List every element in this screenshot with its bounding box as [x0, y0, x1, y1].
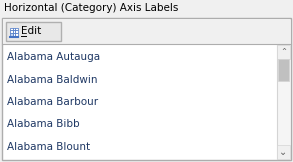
Bar: [15, 30, 18, 33]
Text: Edit: Edit: [21, 27, 41, 36]
Bar: [10, 28, 13, 30]
Bar: [6, 22, 61, 41]
Bar: [3, 19, 290, 44]
Text: Alabama Blount: Alabama Blount: [7, 142, 90, 152]
Text: ⌃: ⌃: [280, 47, 287, 57]
Bar: [15, 33, 18, 35]
Bar: [10, 30, 13, 33]
Bar: [2, 18, 291, 160]
Bar: [10, 33, 13, 35]
Text: Horizontal (Category) Axis Labels: Horizontal (Category) Axis Labels: [4, 3, 178, 13]
Bar: [15, 28, 18, 30]
Text: Alabama Autauga: Alabama Autauga: [7, 52, 100, 62]
Text: Alabama Bibb: Alabama Bibb: [7, 119, 80, 129]
Bar: [13, 28, 15, 30]
Bar: [278, 59, 289, 81]
Text: Alabama Baldwin: Alabama Baldwin: [7, 75, 98, 85]
Bar: [13, 33, 15, 35]
Bar: [277, 45, 290, 159]
Bar: [277, 145, 290, 159]
Bar: [277, 45, 290, 59]
Bar: [13, 30, 15, 33]
Text: ⌄: ⌄: [280, 147, 287, 157]
Text: Alabama Barbour: Alabama Barbour: [7, 97, 98, 107]
